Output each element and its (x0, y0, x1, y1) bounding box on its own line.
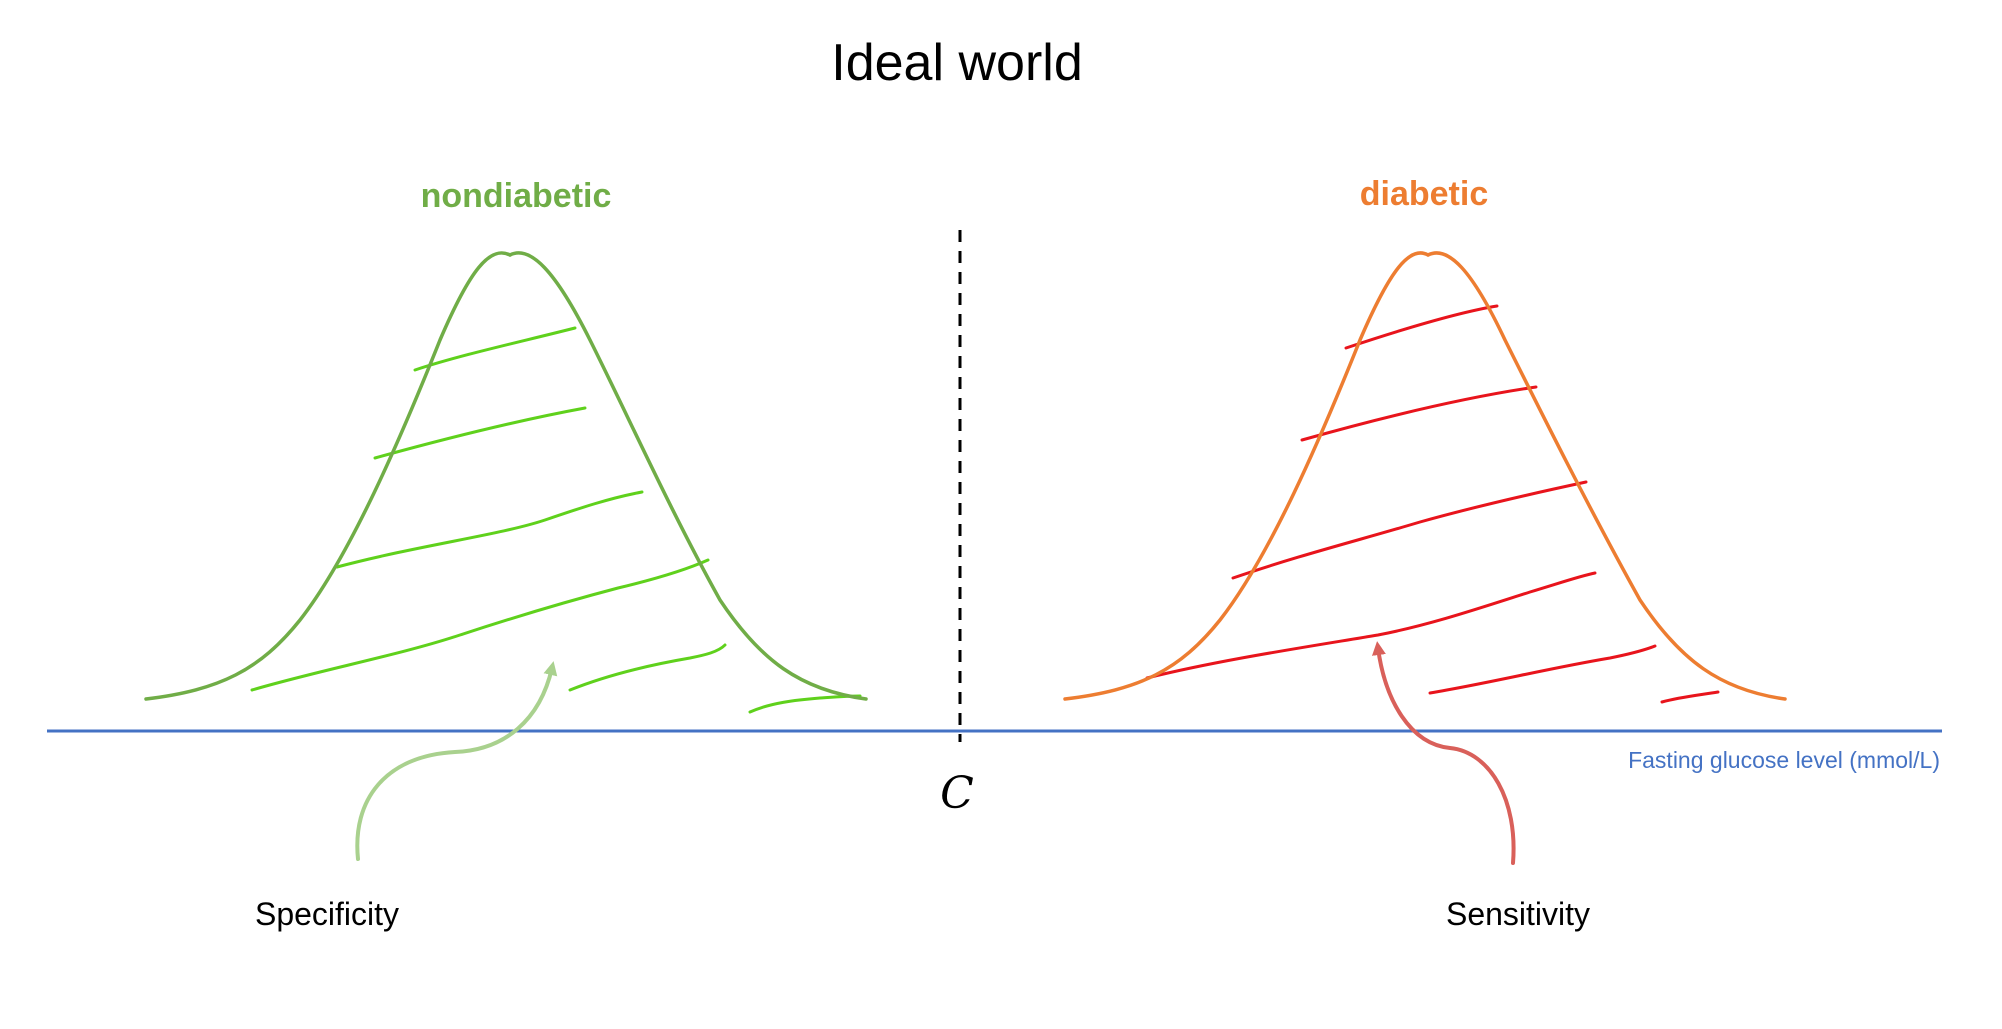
specificity-label: Specificity (255, 896, 399, 932)
x-axis-label: Fasting glucose level (mmol/L) (1628, 747, 1940, 773)
diabetic-hatch-line (1428, 644, 1657, 695)
nondiabetic-distribution-curve (144, 251, 868, 701)
nondiabetic-shading (250, 326, 862, 714)
diabetic-label: diabetic (1360, 175, 1488, 213)
sensitivity-label: Sensitivity (1446, 896, 1590, 932)
diabetic-hatch-line (1344, 304, 1499, 350)
diabetic-hatch-line (1145, 571, 1597, 680)
cutoff-label: C (940, 768, 974, 819)
diabetic-shading (1145, 304, 1720, 704)
specificity-arrow (355, 661, 558, 861)
nondiabetic-hatch-line (335, 490, 644, 569)
nondiabetic-label: nondiabetic (421, 177, 612, 215)
nondiabetic-hatch-line (373, 406, 587, 460)
nondiabetic-hatch-line (250, 558, 710, 692)
nondiabetic-hatch-line (748, 694, 862, 714)
nondiabetic-hatch-line (568, 643, 727, 692)
nondiabetic-hatch-line (413, 326, 577, 372)
diagram-title: Ideal world (831, 34, 1082, 92)
diabetic-distribution-curve (1063, 251, 1787, 701)
diabetic-hatch-line (1231, 480, 1588, 580)
diabetic-hatch-line (1660, 690, 1720, 704)
sensitivity-arrow (1371, 641, 1516, 865)
diabetic-hatch-line (1300, 385, 1538, 442)
